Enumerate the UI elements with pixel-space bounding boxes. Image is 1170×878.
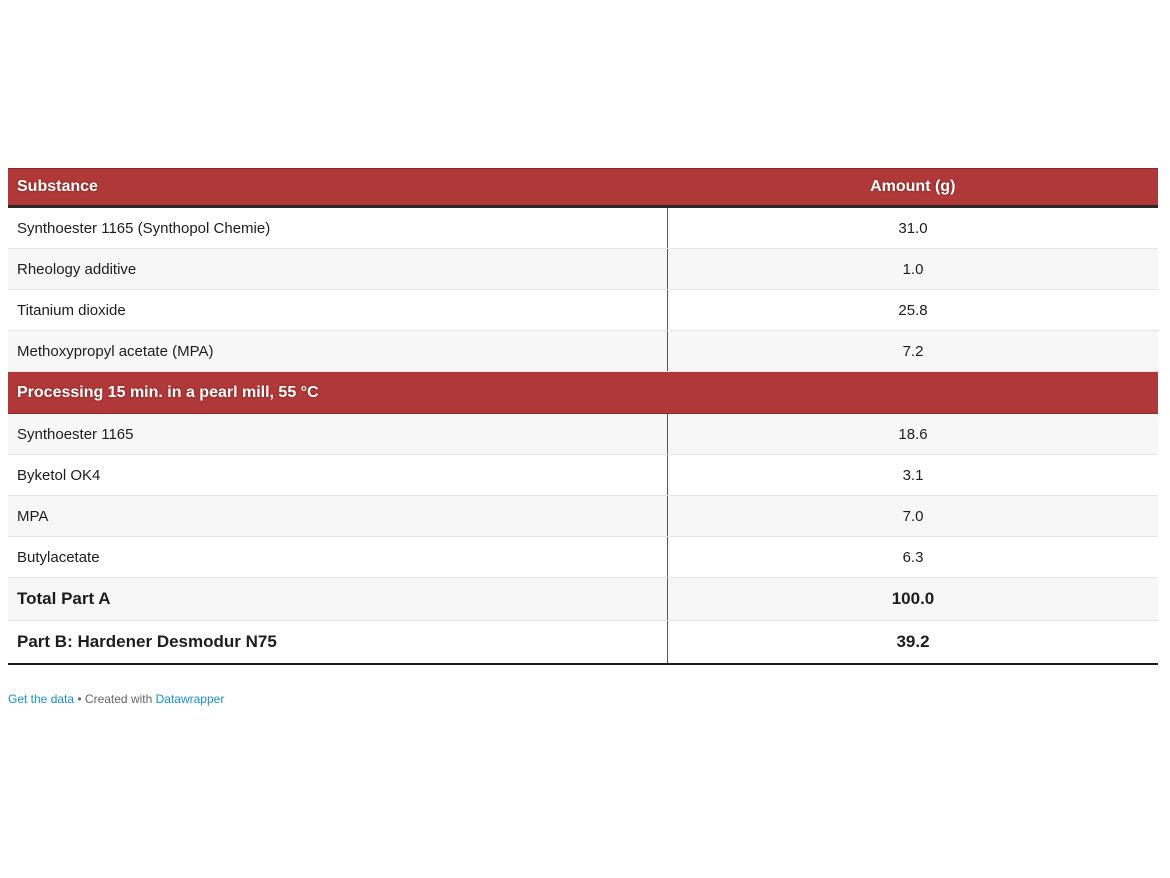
total-row: Total Part A 100.0	[8, 577, 1158, 621]
table-row: MPA 7.0	[8, 495, 1158, 537]
section-label: Processing 15 min. in a pearl mill, 55 °…	[8, 371, 668, 414]
amount-cell: 100.0	[667, 577, 1158, 621]
substance-cell: Butylacetate	[8, 536, 668, 578]
substance-cell: Methoxypropyl acetate (MPA)	[8, 330, 668, 372]
substance-cell: Byketol OK4	[8, 454, 668, 496]
datawrapper-link[interactable]: Datawrapper	[155, 692, 225, 706]
substance-cell: Synthoester 1165	[8, 413, 668, 455]
amount-cell: 6.3	[667, 536, 1158, 578]
amount-cell: 39.2	[667, 620, 1158, 665]
amount-cell: 18.6	[667, 413, 1158, 455]
substance-cell: Part B: Hardener Desmodur N75	[8, 620, 668, 665]
section-row: Processing 15 min. in a pearl mill, 55 °…	[8, 371, 1158, 414]
recipe-table: Substance Amount (g) Synthoester 1165 (S…	[8, 168, 1158, 665]
table-header-row: Substance Amount (g)	[8, 168, 1158, 208]
header-substance[interactable]: Substance	[8, 168, 668, 208]
table-row: Rheology additive 1.0	[8, 248, 1158, 290]
get-the-data-link[interactable]: Get the data	[8, 692, 75, 706]
table-row: Synthoester 1165 (Synthopol Chemie) 31.0	[8, 206, 1158, 249]
substance-cell: Titanium dioxide	[8, 289, 668, 331]
amount-cell: 7.2	[667, 330, 1158, 372]
substance-cell: MPA	[8, 495, 668, 537]
footer: Get the data • Created with Datawrapper	[8, 692, 224, 706]
table-row: Synthoester 1165 18.6	[8, 413, 1158, 455]
header-amount[interactable]: Amount (g)	[667, 168, 1158, 208]
amount-cell: 31.0	[667, 206, 1158, 249]
substance-cell: Total Part A	[8, 577, 668, 621]
amount-cell	[667, 371, 1158, 414]
amount-cell: 25.8	[667, 289, 1158, 331]
table-row: Byketol OK4 3.1	[8, 454, 1158, 496]
footer-separator: • Created with	[74, 692, 156, 706]
substance-cell: Rheology additive	[8, 248, 668, 290]
table-row: Titanium dioxide 25.8	[8, 289, 1158, 331]
amount-cell: 1.0	[667, 248, 1158, 290]
amount-cell: 7.0	[667, 495, 1158, 537]
substance-cell: Synthoester 1165 (Synthopol Chemie)	[8, 206, 668, 249]
amount-cell: 3.1	[667, 454, 1158, 496]
part-b-row: Part B: Hardener Desmodur N75 39.2	[8, 620, 1158, 665]
table-row: Methoxypropyl acetate (MPA) 7.2	[8, 330, 1158, 372]
table-row: Butylacetate 6.3	[8, 536, 1158, 578]
